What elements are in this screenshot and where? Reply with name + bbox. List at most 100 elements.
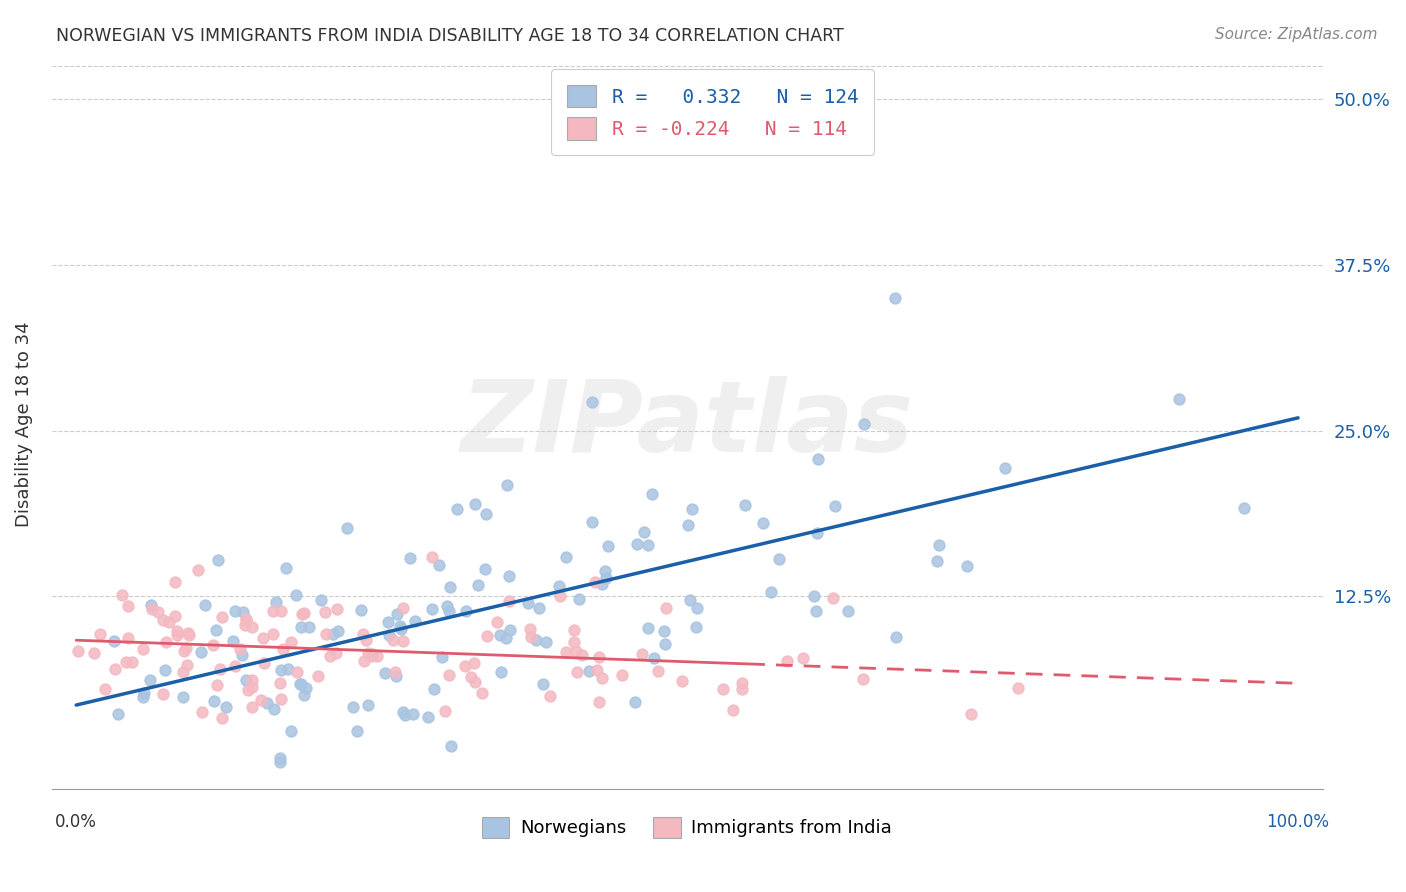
Point — [202, 694, 225, 708]
Point — [437, 603, 460, 617]
Point — [731, 681, 754, 696]
Point — [209, 662, 232, 676]
Point — [132, 641, 155, 656]
Point — [166, 624, 188, 638]
Point — [252, 656, 274, 670]
Point — [107, 706, 129, 721]
Point — [807, 452, 830, 467]
Point — [637, 622, 659, 636]
Point — [163, 608, 186, 623]
Point — [581, 515, 603, 529]
Point — [388, 619, 411, 633]
Point — [565, 665, 588, 679]
Point — [531, 677, 554, 691]
Point — [464, 675, 486, 690]
Point — [676, 517, 699, 532]
Text: ZIPatlas: ZIPatlas — [461, 376, 914, 473]
Point — [1233, 501, 1256, 516]
Point — [204, 624, 226, 638]
Point — [655, 601, 678, 615]
Point — [139, 598, 162, 612]
Point — [837, 604, 859, 618]
Point — [224, 604, 246, 618]
Point — [440, 739, 463, 753]
Point — [366, 648, 388, 663]
Point — [394, 708, 416, 723]
Point — [285, 665, 308, 680]
Point — [460, 670, 482, 684]
Point — [776, 654, 799, 668]
Point — [555, 645, 578, 659]
Point — [314, 605, 336, 619]
Point — [536, 635, 558, 649]
Point — [641, 487, 664, 501]
Point — [252, 632, 274, 646]
Point — [194, 599, 217, 613]
Point — [498, 593, 520, 607]
Point — [391, 705, 413, 719]
Point — [498, 569, 520, 583]
Point — [250, 693, 273, 707]
Point — [652, 624, 675, 638]
Point — [94, 682, 117, 697]
Point — [474, 508, 496, 522]
Point — [821, 591, 844, 605]
Point — [307, 669, 329, 683]
Point — [277, 662, 299, 676]
Point — [593, 564, 616, 578]
Point — [264, 595, 287, 609]
Point — [224, 658, 246, 673]
Point — [464, 497, 486, 511]
Point — [623, 695, 645, 709]
Point — [346, 724, 368, 739]
Point — [427, 558, 450, 573]
Point — [519, 630, 541, 644]
Point — [111, 588, 134, 602]
Point — [588, 650, 610, 665]
Point — [499, 624, 522, 638]
Point — [190, 706, 212, 720]
Point — [83, 647, 105, 661]
Point — [454, 604, 477, 618]
Point — [671, 674, 693, 689]
Point — [325, 646, 347, 660]
Point — [89, 626, 111, 640]
Point — [392, 634, 415, 648]
Point — [446, 502, 468, 516]
Point — [222, 633, 245, 648]
Point — [626, 537, 648, 551]
Point — [290, 620, 312, 634]
Legend: Norwegians, Immigrants from India: Norwegians, Immigrants from India — [475, 810, 900, 845]
Point — [433, 704, 456, 718]
Point — [270, 692, 292, 706]
Point — [682, 502, 704, 516]
Point — [633, 524, 655, 539]
Point — [269, 751, 291, 765]
Point — [852, 673, 875, 687]
Point — [172, 690, 194, 705]
Point — [384, 665, 406, 680]
Point — [240, 680, 263, 694]
Point — [612, 668, 634, 682]
Point — [207, 678, 229, 692]
Point — [318, 649, 340, 664]
Point — [269, 676, 291, 690]
Point — [155, 634, 177, 648]
Point — [232, 605, 254, 619]
Point — [562, 624, 585, 638]
Point — [176, 657, 198, 672]
Point — [165, 575, 187, 590]
Y-axis label: Disability Age 18 to 34: Disability Age 18 to 34 — [15, 321, 32, 527]
Point — [488, 628, 510, 642]
Point — [631, 648, 654, 662]
Point — [1168, 392, 1191, 406]
Point — [336, 521, 359, 535]
Point — [538, 689, 561, 703]
Point — [555, 550, 578, 565]
Point — [803, 590, 825, 604]
Point — [420, 550, 443, 565]
Point — [285, 588, 308, 602]
Point — [835, 92, 858, 106]
Point — [328, 624, 350, 638]
Point — [418, 710, 440, 724]
